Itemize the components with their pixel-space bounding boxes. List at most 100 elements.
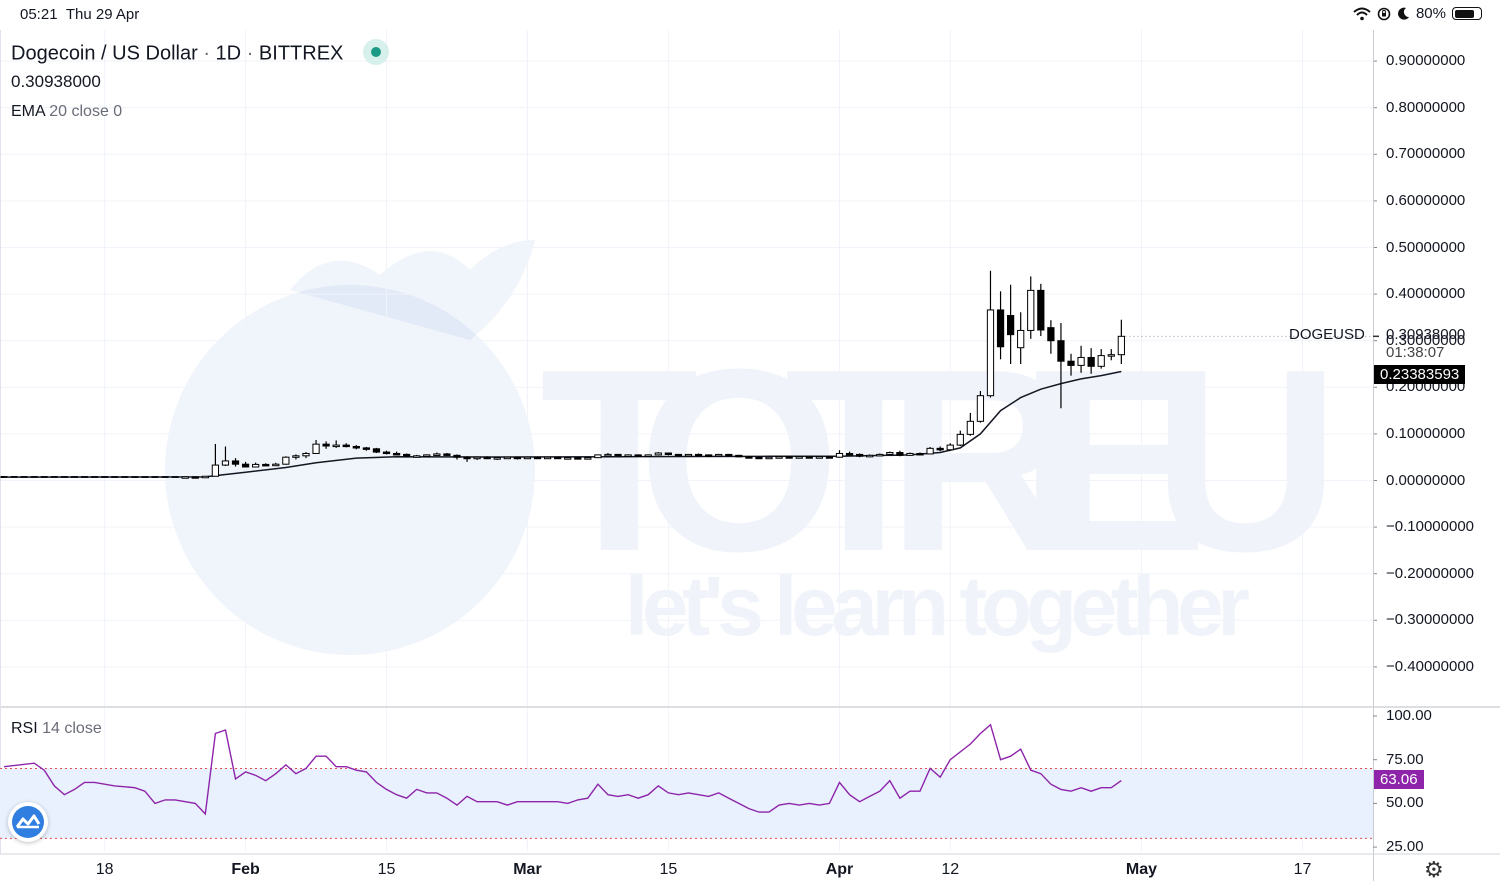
candle-down bbox=[825, 456, 834, 459]
rsi-axis-label: 50.00 bbox=[1386, 794, 1424, 812]
candle-down bbox=[362, 447, 371, 450]
candle-down bbox=[1087, 356, 1095, 367]
candle-down bbox=[916, 452, 924, 456]
candle-down bbox=[513, 456, 521, 460]
candle-down bbox=[554, 456, 562, 460]
candle-down bbox=[735, 454, 743, 458]
ema-value-tag: 0.23383593 bbox=[1374, 365, 1466, 384]
candle-up bbox=[1097, 355, 1105, 367]
candle-up bbox=[715, 453, 723, 457]
candle-down bbox=[745, 456, 753, 459]
candle-up bbox=[926, 447, 934, 455]
moon-icon bbox=[1397, 7, 1409, 20]
time-axis-label: 12 bbox=[941, 861, 960, 878]
candle-up bbox=[252, 463, 260, 468]
candle-down bbox=[1047, 327, 1055, 342]
tradingview-logo-button[interactable] bbox=[8, 802, 48, 842]
candle-up bbox=[211, 464, 220, 477]
rsi-band bbox=[0, 768, 1373, 839]
candle-up bbox=[292, 455, 300, 458]
candle-up bbox=[594, 454, 602, 459]
rsi-axis-label: 25.00 bbox=[1386, 838, 1424, 856]
candle-up bbox=[976, 395, 985, 422]
time-axis-label: Feb bbox=[231, 861, 260, 878]
candle-down bbox=[1067, 360, 1075, 366]
price-axis-label: 0.70000000 bbox=[1386, 145, 1466, 163]
status-date: Thu 29 Apr bbox=[65, 6, 140, 23]
candle-down bbox=[574, 457, 582, 460]
candle-down bbox=[191, 476, 199, 479]
candle-up bbox=[876, 453, 884, 457]
rsi-legend[interactable]: RSI 14 close bbox=[11, 720, 102, 738]
settings-gear-icon[interactable]: ⚙ bbox=[1424, 857, 1444, 882]
candle-up bbox=[986, 309, 995, 397]
candle-down bbox=[1006, 315, 1015, 336]
candle-down bbox=[725, 453, 733, 457]
time-axis-label: Mar bbox=[513, 861, 542, 878]
exchange-label: BITTREX bbox=[258, 42, 344, 65]
candle-up bbox=[181, 476, 189, 479]
candle-up bbox=[906, 452, 914, 456]
candle-down bbox=[352, 445, 360, 449]
candle-down bbox=[674, 453, 683, 457]
candle-down bbox=[392, 452, 401, 456]
candle-up bbox=[1117, 335, 1125, 356]
status-time: 05:21 Thu 29 Apr bbox=[20, 6, 140, 23]
candle-down bbox=[533, 456, 542, 460]
watermark-slogan: let's learn together bbox=[625, 559, 1250, 653]
price-axis-label: −0.20000000 bbox=[1386, 564, 1475, 582]
candle-down bbox=[463, 456, 471, 460]
candle-down bbox=[936, 447, 944, 451]
candle-down bbox=[1057, 340, 1065, 362]
candle-up bbox=[775, 456, 783, 459]
price-tag-value: 0.30938000 bbox=[1386, 326, 1466, 343]
candle-down bbox=[322, 443, 330, 447]
symbol-name: Dogecoin / US Dollar bbox=[11, 42, 198, 65]
candle-up bbox=[624, 454, 632, 457]
legend-separator: · bbox=[203, 42, 210, 65]
candle-down bbox=[634, 454, 642, 457]
price-axis-label: 0.50000000 bbox=[1386, 238, 1466, 256]
candle-up bbox=[1017, 329, 1025, 349]
ema-params: 20 close 0 bbox=[49, 103, 123, 120]
candle-up bbox=[523, 456, 532, 460]
ema-legend[interactable]: EMA 20 close 0 bbox=[11, 103, 122, 121]
candle-down bbox=[856, 453, 864, 457]
price-axis-label: −0.40000000 bbox=[1386, 657, 1475, 675]
candle-down bbox=[694, 453, 703, 457]
price-axis-label: 0.90000000 bbox=[1386, 52, 1466, 70]
rsi-params: 14 close bbox=[42, 720, 102, 737]
candle-up bbox=[272, 463, 280, 467]
status-icons: 80% bbox=[1353, 5, 1482, 22]
candle-down bbox=[453, 454, 461, 458]
candle-up bbox=[221, 460, 230, 466]
candle-up bbox=[1107, 354, 1115, 357]
candle-up bbox=[604, 453, 612, 457]
time-axis-label: 18 bbox=[95, 861, 114, 878]
candle-up bbox=[966, 420, 974, 435]
candle-down bbox=[664, 452, 672, 456]
watermark-flame-icon bbox=[290, 240, 535, 340]
battery-icon bbox=[1452, 7, 1482, 20]
rsi-value-tag: 63.06 bbox=[1374, 770, 1424, 789]
rsi-line bbox=[3, 723, 1122, 816]
candle-down bbox=[755, 456, 763, 460]
candle-up bbox=[866, 454, 874, 458]
candle-up bbox=[654, 452, 662, 456]
symbol-legend[interactable]: Dogecoin / US Dollar · 1D · BITTREX bbox=[11, 39, 389, 67]
symbol-tag-name: DOGEUSD bbox=[1289, 326, 1365, 343]
candle-up bbox=[433, 453, 441, 456]
rsi-name: RSI bbox=[11, 720, 38, 737]
price-axis-label: −0.30000000 bbox=[1386, 611, 1475, 629]
candle-up bbox=[543, 456, 552, 460]
candle-up bbox=[584, 457, 592, 460]
candle-up bbox=[795, 456, 803, 459]
candle-down bbox=[705, 454, 713, 457]
candle-up bbox=[946, 444, 954, 451]
market-status-icon[interactable] bbox=[362, 39, 389, 65]
battery-fill bbox=[1454, 9, 1474, 18]
time-axis-label: Apr bbox=[825, 861, 854, 878]
candle-up bbox=[503, 456, 511, 460]
symbol-tag: DOGEUSD bbox=[1289, 326, 1365, 343]
